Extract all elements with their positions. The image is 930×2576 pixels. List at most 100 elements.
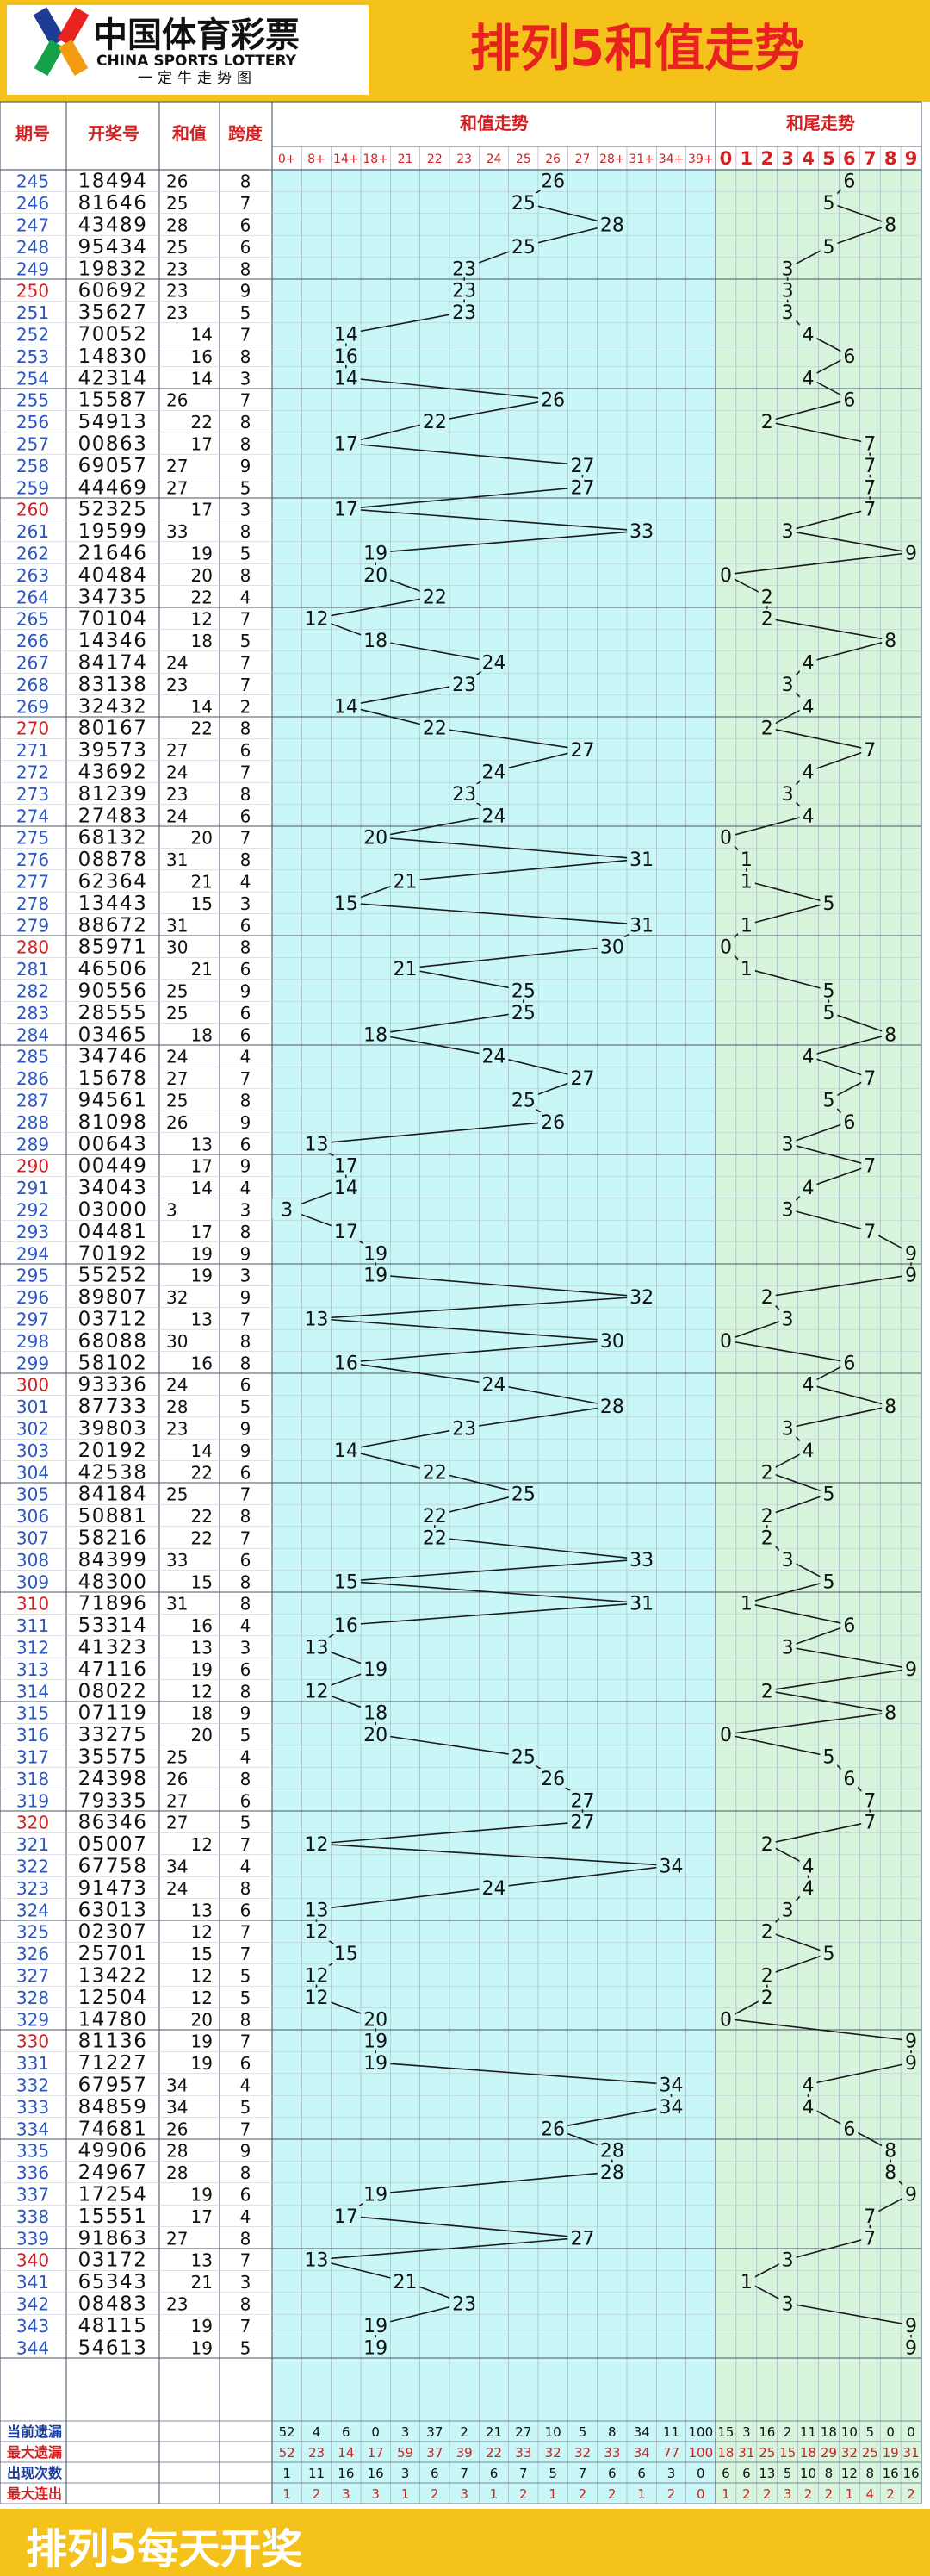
sum-point-bg <box>627 915 657 935</box>
tail-point: 0 <box>720 2009 732 2031</box>
span-value: 6 <box>240 959 251 980</box>
sum-value: 15 <box>191 893 213 914</box>
sum-point: 27 <box>571 2228 595 2249</box>
sum-point: 13 <box>305 1310 329 1331</box>
draw-number: 62364 <box>78 871 148 893</box>
sum-point: 34 <box>660 2097 684 2119</box>
sum-point-bg <box>450 2293 480 2313</box>
span-value: 3 <box>240 1266 251 1286</box>
tail-point-bg <box>861 1221 879 1241</box>
span-value: 8 <box>240 1681 251 1702</box>
span-value: 6 <box>240 1790 251 1811</box>
left-columns-bg <box>0 102 272 2358</box>
tail-stat-value: 8 <box>825 2466 834 2481</box>
issue-number: 325 <box>16 1922 49 1943</box>
sum-point: 24 <box>482 1047 506 1068</box>
tail-point: 7 <box>864 1068 876 1090</box>
sum-stat-value: 7 <box>460 2466 468 2481</box>
sum-point: 19 <box>363 2053 388 2075</box>
tail-point: 7 <box>864 2228 876 2249</box>
sum-value: 26 <box>166 390 188 411</box>
span-value: 7 <box>240 609 251 630</box>
span-value: 2 <box>240 696 251 717</box>
sum-value: 17 <box>191 500 213 520</box>
stat-label: 最大遗漏 <box>7 2444 62 2461</box>
sum-point-bg <box>301 608 332 628</box>
span-value: 3 <box>240 1200 251 1221</box>
sum-point-bg <box>331 696 361 716</box>
sum-value: 14 <box>191 696 213 717</box>
sum-point-bg <box>597 2162 627 2182</box>
sum-value: 23 <box>166 302 188 323</box>
issue-number: 248 <box>16 237 49 258</box>
issue-number: 312 <box>16 1638 49 1658</box>
draw-number: 47116 <box>78 1658 148 1681</box>
sum-value: 12 <box>191 609 213 630</box>
sum-value: 27 <box>166 1813 188 1833</box>
tail-point: 5 <box>822 1944 834 1965</box>
issue-number: 282 <box>16 981 49 1002</box>
sum-point-bg <box>627 521 657 541</box>
sum-value: 31 <box>166 1594 188 1615</box>
sum-point-bg <box>567 1790 598 1810</box>
tail-point-bg <box>799 2075 817 2094</box>
draw-number: 17254 <box>78 2184 148 2206</box>
sum-point-bg <box>301 1637 332 1657</box>
draw-number: 83138 <box>78 674 148 696</box>
span-value: 6 <box>240 1659 251 1680</box>
sum-point-bg <box>361 1702 391 1722</box>
sum-trend-header: 和值走势 <box>460 113 529 134</box>
draw-number: 18494 <box>78 171 148 193</box>
sum-point-bg <box>479 1374 509 1394</box>
draw-number: 81239 <box>78 783 148 806</box>
sum-point: 12 <box>305 1988 329 2009</box>
sum-point: 19 <box>363 2032 388 2053</box>
brand-name-cn: 中国体育彩票 <box>93 16 300 55</box>
issue-number: 342 <box>16 2294 49 2315</box>
issue-number: 255 <box>16 390 49 411</box>
brand-name-en: CHINA SPORTS LOTTERY <box>96 53 297 70</box>
sum-point-bg <box>331 1571 361 1591</box>
tail-trend-line <box>722 180 913 2348</box>
sum-value: 34 <box>166 1857 188 1877</box>
sum-stat-value: 1 <box>282 2466 291 2481</box>
tail-point: 1 <box>741 872 753 893</box>
span-value: 8 <box>240 849 251 870</box>
issue-number: 295 <box>16 1266 49 1286</box>
tail-point-bg <box>737 2272 755 2292</box>
tail-point-bg <box>778 1134 797 1154</box>
issue-number: 283 <box>16 1003 49 1024</box>
brand-logo <box>33 7 90 76</box>
draw-number: 00643 <box>78 1133 148 1155</box>
tail-point-bg <box>758 1987 776 2007</box>
tail-point-bg <box>758 1462 776 1482</box>
sum-point-bg <box>450 783 480 803</box>
sum-stat-value: 37 <box>426 2424 443 2440</box>
sum-point-bg <box>627 1593 657 1613</box>
sum-point-bg <box>450 1418 480 1438</box>
sum-point: 26 <box>541 390 565 412</box>
draw-number: 50881 <box>78 1505 148 1528</box>
column-headers: 期号 开奖号 和值 跨度 和值走势 和尾走势 <box>16 113 855 144</box>
sum-point: 25 <box>512 1003 536 1024</box>
tail-point: 9 <box>905 2053 917 2075</box>
sum-point-bg <box>331 368 361 388</box>
issue-number: 292 <box>16 1200 49 1221</box>
issue-number: 313 <box>16 1659 49 1680</box>
span-value: 4 <box>240 2206 251 2227</box>
tail-point: 6 <box>843 2119 855 2140</box>
sum-point: 28 <box>600 2141 624 2162</box>
sum-point-bg <box>361 631 391 650</box>
tail-point-bg <box>716 1725 735 1745</box>
tail-point: 6 <box>843 1353 855 1374</box>
sum-point: 19 <box>363 1243 388 1265</box>
tail-point-bg <box>840 1111 859 1131</box>
draw-number: 07119 <box>78 1702 148 1725</box>
issue-number: 314 <box>16 1681 49 1702</box>
sum-value: 12 <box>191 1681 213 1702</box>
sum-value: 32 <box>166 1287 188 1308</box>
sum-point-bg <box>479 1046 509 1066</box>
span-value: 7 <box>240 390 251 411</box>
sum-stat-value: 10 <box>545 2424 561 2440</box>
issue-number: 343 <box>16 2316 49 2336</box>
